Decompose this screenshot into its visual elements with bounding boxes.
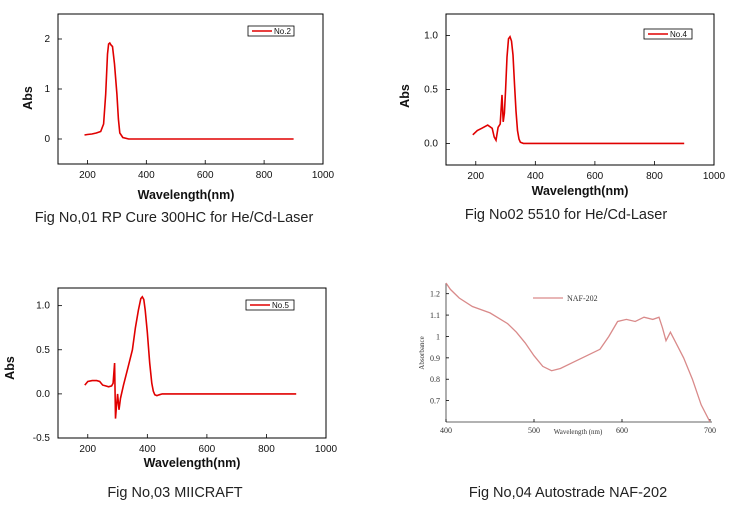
x-tick-label: 600 bbox=[197, 170, 214, 181]
y-tick-label: 0.5 bbox=[36, 345, 50, 356]
y-axis-label: Abs bbox=[21, 86, 35, 110]
x-tick-label: 600 bbox=[616, 426, 628, 435]
y-tick-label: 1.2 bbox=[430, 290, 440, 299]
series-line bbox=[445, 282, 711, 423]
x-tick-label: 700 bbox=[704, 426, 716, 435]
y-axis-label: Abs bbox=[3, 356, 17, 380]
series-line bbox=[472, 34, 685, 145]
y-axis-label: Abs bbox=[398, 84, 412, 108]
y-tick-label: 0.0 bbox=[424, 138, 438, 149]
x-tick-label: 600 bbox=[587, 171, 604, 182]
y-tick-label: 0 bbox=[44, 134, 50, 145]
x-tick-label: 1000 bbox=[312, 170, 335, 181]
y-tick-label: 0.5 bbox=[424, 85, 438, 96]
x-axis-label: Wavelength (nm) bbox=[554, 428, 603, 436]
y-tick-label: 1.0 bbox=[424, 31, 438, 42]
x-tick-label: 1000 bbox=[703, 171, 726, 182]
legend-label: No.2 bbox=[274, 27, 291, 36]
x-tick-label: 600 bbox=[199, 444, 216, 455]
caption-2: Fig No02 5510 for He/Cd-Laser bbox=[465, 207, 667, 223]
x-tick-label: 800 bbox=[646, 171, 663, 182]
legend-label: NAF-202 bbox=[567, 294, 598, 303]
y-tick-label: 1 bbox=[44, 84, 50, 95]
x-ticks: 200 400 600 800 1000 bbox=[79, 160, 335, 181]
legend-label: No.5 bbox=[272, 301, 289, 310]
chart-panel-2: 0.0 0.5 1.0 200 400 600 800 1000 No.4 Waveleng… bbox=[398, 13, 726, 223]
x-tick-label: 400 bbox=[527, 171, 544, 182]
caption-3: Fig No,03 MIICRAFT bbox=[107, 485, 242, 501]
x-tick-label: 200 bbox=[467, 171, 484, 182]
x-ticks: 200 400 600 800 1000 bbox=[467, 161, 726, 182]
y-tick-label: 0.0 bbox=[36, 389, 50, 400]
legend-label: No.4 bbox=[670, 30, 687, 39]
x-tick-label: 400 bbox=[139, 444, 156, 455]
x-tick-label: 200 bbox=[79, 444, 96, 455]
x-ticks: 200 400 600 800 1000 bbox=[79, 434, 338, 455]
chart-panel-1: 0 1 2 200 400 600 800 1000 No.2 Wavelength(nm)… bbox=[21, 13, 335, 226]
caption-4: Fig No,04 Autostrade NAF-202 bbox=[469, 485, 667, 501]
x-axis-label: Wavelength(nm) bbox=[532, 184, 629, 198]
x-tick-label: 400 bbox=[440, 426, 452, 435]
series-line bbox=[84, 41, 294, 140]
figure-background bbox=[440, 268, 722, 440]
y-ticks: -0.5 0.0 0.5 1.0 bbox=[33, 301, 62, 444]
y-tick-label: 0.9 bbox=[430, 354, 440, 363]
y-axis-label: Absorbance bbox=[418, 336, 426, 369]
y-ticks: 1.2 1.1 1 0.9 0.8 0.7 bbox=[430, 290, 449, 406]
y-tick-label: 1.1 bbox=[430, 311, 440, 320]
y-ticks: 0 1 2 bbox=[44, 34, 62, 145]
plot-frame bbox=[57, 13, 324, 165]
plot-frame bbox=[57, 287, 327, 439]
x-tick-label: 800 bbox=[256, 170, 273, 181]
y-tick-label: 0.8 bbox=[430, 375, 440, 384]
y-tick-label: 2 bbox=[44, 34, 50, 45]
y-tick-label: 1.0 bbox=[36, 301, 50, 312]
x-axis-label: Wavelength(nm) bbox=[138, 188, 235, 202]
x-tick-label: 200 bbox=[79, 170, 96, 181]
x-tick-label: 400 bbox=[138, 170, 155, 181]
y-tick-label: 0.7 bbox=[430, 397, 440, 406]
x-axis-label: Wavelength(nm) bbox=[144, 456, 241, 470]
x-tick-label: 800 bbox=[258, 444, 275, 455]
y-ticks: 0.0 0.5 1.0 bbox=[424, 31, 450, 149]
chart-panel-3: -0.5 0.0 0.5 1.0 200 400 600 800 1000 No.5 Wave… bbox=[3, 287, 338, 501]
chart-panel-4: 1.2 1.1 1 0.9 0.8 0.7 400 500 600 700 NAF-202 Wa… bbox=[418, 268, 722, 501]
y-tick-label: 1 bbox=[436, 332, 440, 341]
x-tick-label: 1000 bbox=[315, 444, 338, 455]
y-tick-label: -0.5 bbox=[33, 433, 51, 444]
series-line bbox=[84, 295, 297, 419]
caption-1: Fig No,01 RP Cure 300HC for He/Cd-Laser bbox=[35, 210, 314, 226]
x-tick-label: 500 bbox=[528, 426, 540, 435]
